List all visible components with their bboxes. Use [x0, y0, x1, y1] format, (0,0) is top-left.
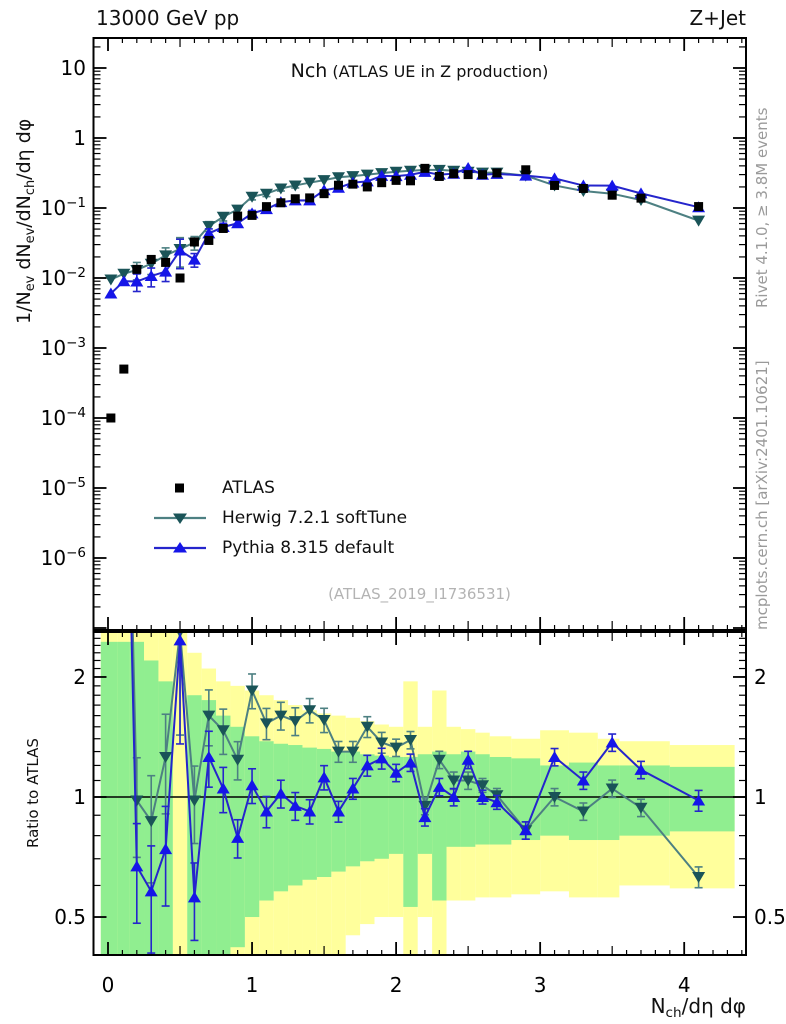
legend-item-atlas: ATLAS [152, 473, 407, 503]
x-tick-label: 0 [102, 973, 115, 997]
legend: ATLAS Herwig 7.2.1 softTune Pythia 8.315 d… [152, 473, 407, 563]
y-tick-label: 10−5 [41, 475, 86, 500]
y-tick-label: 10 [61, 56, 86, 80]
rivet-version-note: Rivet 4.1.0, ≥ 3.8M events [753, 107, 771, 309]
mcplots-citation-note: mcplots.cern.ch [arXiv:2401.10621] [753, 360, 771, 630]
triangle-up-legend-icon [154, 542, 206, 553]
observable-name: Nch [290, 60, 328, 82]
legend-item-herwig: Herwig 7.2.1 softTune [152, 503, 407, 533]
y-tick-label: 10−6 [41, 545, 86, 570]
square-legend-icon [175, 483, 184, 493]
main-panel-frame [92, 37, 747, 631]
x-axis-title: Nch/dη dφ [650, 994, 746, 1022]
header-process: Z+Jet [689, 6, 746, 30]
tick-labels: 10 1 10−1 10−2 10−3 10−4 10−5 10−6 0 1 2 3 4 2 2 1 1 0.5 0… [41, 56, 786, 997]
pythia-ratio-series [130, 632, 706, 954]
ratio-tick-label-right: 1 [754, 785, 767, 809]
herwig-ratio-series [130, 632, 706, 889]
header-beam-energy: 13000 GeV pp [96, 6, 240, 30]
x-tick-label: 1 [246, 973, 259, 997]
legend-label: ATLAS [222, 478, 275, 498]
analysis-context: (ATLAS UE in Z production) [332, 62, 549, 81]
subscript: ev [22, 227, 38, 244]
y-tick-label: 10−4 [41, 405, 86, 430]
subscript: ch [665, 1005, 682, 1022]
ratio-tick-label-left: 0.5 [54, 905, 86, 929]
ratio-tick-label-right: 0.5 [754, 905, 786, 929]
triangle-down-legend-icon [154, 513, 206, 524]
ratio-axis-title: Ratio to ATLAS [24, 738, 42, 848]
y-tick-label: 10−3 [41, 335, 86, 360]
subscript: ev [22, 275, 38, 292]
ratio-tick-label-left: 2 [73, 665, 86, 689]
atlas-data-points [106, 163, 704, 423]
plot-title: Nch (ATLAS UE in Z production) [93, 60, 746, 82]
x-tick-label: 4 [678, 973, 691, 997]
pythia-series [104, 162, 706, 299]
analysis-id-watermark: (ATLAS_2019_I1736531) [328, 585, 511, 603]
ratio-panel-frame [92, 631, 747, 956]
x-tick-label: 3 [534, 973, 547, 997]
y-axis-title: 1/Nev dNev/dNch/dη dφ [13, 118, 38, 324]
legend-label: Pythia 8.315 default [222, 538, 395, 558]
subscript: ch [22, 179, 38, 196]
x-tick-label: 2 [390, 973, 403, 997]
y-tick-label: 1 [73, 126, 86, 150]
ratio-tick-label-right: 2 [754, 665, 767, 689]
legend-label: Herwig 7.2.1 softTune [222, 508, 408, 528]
y-tick-label: 10−2 [41, 265, 86, 290]
legend-item-pythia: Pythia 8.315 default [152, 533, 407, 563]
y-tick-label: 10−1 [41, 195, 86, 220]
ratio-tick-label-left: 1 [73, 785, 86, 809]
